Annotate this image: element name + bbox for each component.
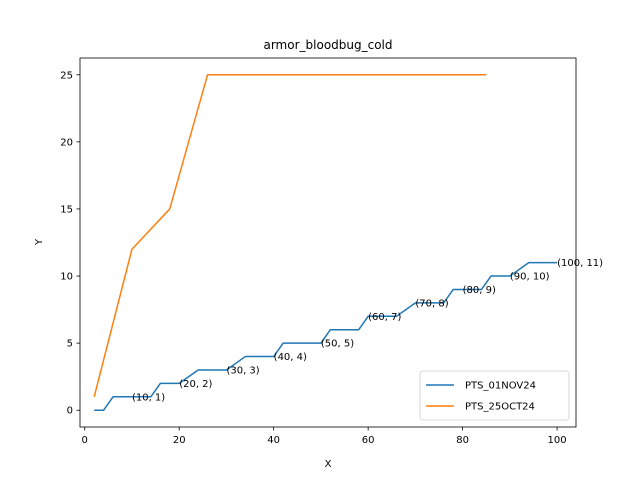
legend: PTS_01NOV24 PTS_25OCT24	[419, 370, 570, 421]
axes-frame	[79, 57, 577, 428]
x-tick-label: 80	[456, 435, 469, 446]
data-label: (100, 11)	[557, 258, 603, 269]
x-axis-label: X	[325, 459, 332, 470]
plot-area	[79, 57, 577, 428]
data-label: (80, 9)	[463, 285, 496, 296]
legend-label: PTS_01NOV24	[465, 381, 536, 392]
y-axis-label: Y	[34, 238, 45, 246]
x-tick-label: 40	[267, 435, 280, 446]
y-tick-label: 0	[67, 406, 73, 417]
data-label: (20, 2)	[179, 379, 212, 390]
series-line-2	[93, 74, 487, 397]
x-tick-label: 60	[362, 435, 375, 446]
x-tick-label: 0	[82, 435, 88, 446]
series-layer	[93, 74, 558, 411]
y-tick-label: 20	[60, 137, 73, 148]
data-label: (70, 8)	[415, 298, 448, 309]
y-tick-label: 5	[67, 339, 73, 350]
data-label: (10, 1)	[132, 392, 165, 403]
data-label: (40, 4)	[274, 352, 307, 363]
chart-title: armor_bloodbug_cold	[263, 38, 392, 52]
y-tick-label: 15	[60, 204, 73, 215]
data-label: (90, 10)	[510, 272, 550, 283]
y-tick-label: 10	[60, 272, 73, 283]
legend-box	[419, 370, 570, 421]
data-label: (60, 7)	[368, 312, 401, 323]
annotations: (10, 1) (20, 2) (30, 3) (40, 4) (50, 5) (60, …	[132, 258, 603, 403]
x-tick-label: 100	[548, 435, 567, 446]
series-line-1	[94, 261, 558, 411]
legend-label: PTS_25OCT24	[465, 402, 535, 413]
data-label: (50, 5)	[321, 339, 354, 350]
data-label: (30, 3)	[226, 365, 259, 376]
x-axis: 0 20 40 60 80 100	[82, 427, 567, 446]
y-tick-label: 25	[60, 70, 73, 81]
x-tick-label: 20	[173, 435, 186, 446]
y-axis: 0 5 10 15 20 25	[60, 70, 80, 417]
